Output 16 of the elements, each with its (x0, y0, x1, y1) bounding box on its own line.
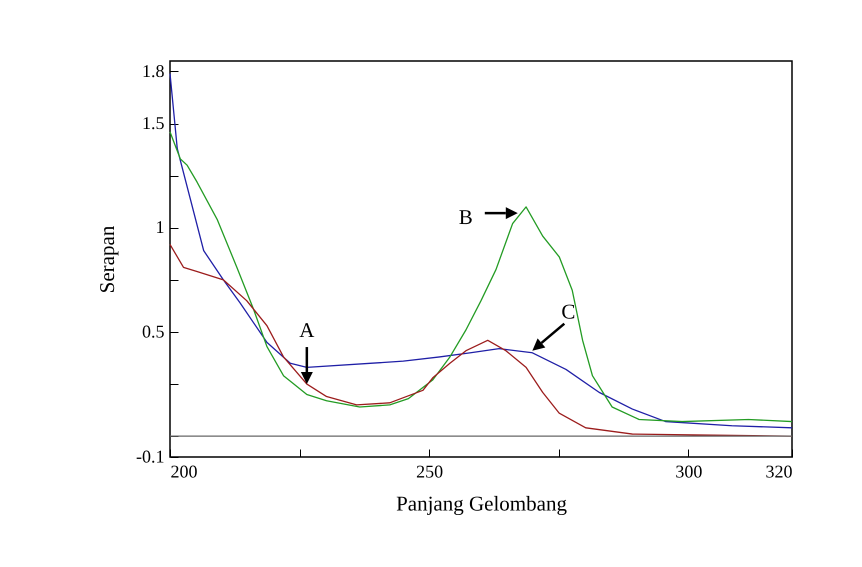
y-tick-label: 1 (156, 217, 164, 238)
line-series (169, 72, 793, 428)
y-axis-title: Serapan (95, 225, 120, 294)
y-tick-label: 1.5 (142, 113, 164, 134)
line-series (169, 131, 793, 422)
annotation: B (458, 205, 473, 230)
annotation: A (299, 318, 316, 342)
x-tick-label: 300 (675, 462, 702, 482)
annotation: C (561, 300, 576, 324)
x-tick-label: 200 (170, 462, 198, 482)
y-tick-label: 1.8 (142, 60, 164, 81)
y-tick-label: -0.1 (136, 446, 164, 466)
x-tick-label: 250 (416, 462, 444, 482)
y-tick-label: 0.5 (142, 321, 164, 342)
x-tick-label: 320 (766, 462, 792, 482)
x-axis-title: Panjang Gelombang (396, 492, 568, 516)
